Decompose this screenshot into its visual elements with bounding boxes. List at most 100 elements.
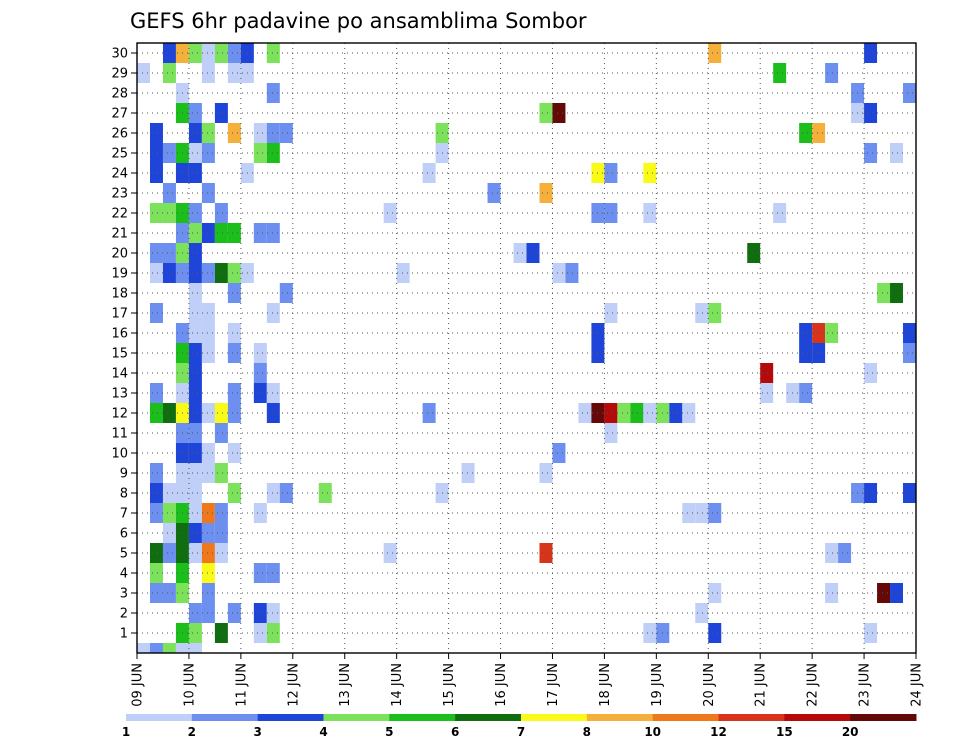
precip-cell <box>461 463 475 483</box>
precip-cell <box>695 303 709 323</box>
precip-cell <box>604 403 618 423</box>
precip-cell <box>825 583 839 603</box>
colorbar-label: 4 <box>319 725 327 739</box>
precip-cell <box>227 383 241 403</box>
precip-cell <box>188 43 202 63</box>
precip-cell <box>708 303 722 323</box>
y-tick-label: 1 <box>120 627 128 642</box>
precip-cell <box>214 263 228 283</box>
precip-cell <box>188 463 202 483</box>
precip-cell <box>188 423 202 443</box>
x-tick-label: 17 JUN <box>546 663 561 707</box>
y-tick-label: 16 <box>111 327 128 342</box>
precip-cell <box>201 543 215 563</box>
x-tick-label: 20 JUN <box>702 663 717 707</box>
x-tick-label: 19 JUN <box>650 663 665 707</box>
y-tick-label: 23 <box>111 187 128 202</box>
precip-cell <box>539 543 553 563</box>
precip-cell <box>604 163 618 183</box>
precip-cell <box>188 543 202 563</box>
x-tick-label: 24 JUN <box>910 663 925 707</box>
precip-cell <box>149 163 163 183</box>
precip-cell <box>149 123 163 143</box>
precip-cell <box>643 623 657 643</box>
precip-cell <box>812 323 826 343</box>
precip-cell <box>214 203 228 223</box>
y-tick-label: 18 <box>111 287 128 302</box>
precip-cell <box>201 343 215 363</box>
precip-cell <box>201 583 215 603</box>
precip-cell <box>708 43 722 63</box>
precip-cell <box>188 303 202 323</box>
precip-cell <box>266 303 280 323</box>
y-tick-label: 20 <box>111 247 128 262</box>
colorbar-label: 8 <box>583 725 591 739</box>
precip-cell <box>253 143 267 163</box>
precip-cell <box>266 143 280 163</box>
y-tick-label: 12 <box>111 407 128 422</box>
precip-cell <box>149 243 163 263</box>
precip-cell <box>253 123 267 143</box>
y-tick-label: 19 <box>111 267 128 282</box>
precip-cell <box>162 523 176 543</box>
precip-cell <box>253 603 267 623</box>
colorbar-swatch <box>389 714 456 721</box>
precip-cell <box>188 343 202 363</box>
precip-cell <box>682 503 696 523</box>
precip-cell <box>188 103 202 123</box>
x-tick-label: 21 JUN <box>754 663 769 707</box>
precip-cell <box>201 403 215 423</box>
y-tick-label: 8 <box>120 487 128 502</box>
precip-cell <box>149 263 163 283</box>
precip-cell <box>552 443 566 463</box>
colorbar-label: 3 <box>253 725 261 739</box>
precip-cell <box>643 203 657 223</box>
precip-cell <box>201 603 215 623</box>
precip-cell <box>201 563 215 583</box>
colorbar-swatch <box>718 714 785 721</box>
x-tick-label: 15 JUN <box>442 663 457 707</box>
precip-cell <box>188 243 202 263</box>
precip-cell <box>266 43 280 63</box>
precip-cell <box>825 543 839 563</box>
precip-cell <box>487 183 501 203</box>
precip-cell <box>162 263 176 283</box>
y-axis-ticks: 1234567891011121314151617181920212223242… <box>111 47 137 642</box>
precip-cell <box>279 123 293 143</box>
precip-cell <box>214 543 228 563</box>
precip-cell <box>708 623 722 643</box>
precip-cell <box>903 483 916 503</box>
precip-cell <box>201 183 215 203</box>
colorbar-label: 12 <box>710 725 727 739</box>
precip-cell <box>799 323 813 343</box>
colorbar-label: 20 <box>842 725 859 739</box>
x-tick-label: 14 JUN <box>390 663 405 707</box>
precip-cell <box>266 83 280 103</box>
precip-cell <box>396 263 410 283</box>
precip-cell <box>227 443 241 463</box>
y-tick-label: 4 <box>120 567 128 582</box>
y-tick-label: 7 <box>120 507 128 522</box>
precip-cell <box>188 203 202 223</box>
precip-cell <box>188 383 202 403</box>
precip-cell <box>266 483 280 503</box>
y-tick-label: 15 <box>111 347 128 362</box>
precip-cell <box>266 123 280 143</box>
precip-cell <box>877 283 891 303</box>
precip-cell <box>201 143 215 163</box>
precip-cell <box>864 363 878 383</box>
y-tick-label: 27 <box>111 107 128 122</box>
colorbar-label: 1 <box>122 725 130 739</box>
colorbar-swatch <box>323 714 390 721</box>
precip-cell <box>149 383 163 403</box>
precip-cell <box>162 543 176 563</box>
x-tick-label: 18 JUN <box>598 663 613 707</box>
precip-cell <box>214 623 228 643</box>
colorbar-legend: 1 2 3 4 5 6 7 8 10 12 15 20 <box>122 714 917 739</box>
precip-cell <box>279 283 293 303</box>
precip-cell <box>799 383 813 403</box>
y-tick-label: 25 <box>111 147 128 162</box>
y-tick-label: 2 <box>120 607 128 622</box>
colorbar-swatch <box>521 714 588 721</box>
